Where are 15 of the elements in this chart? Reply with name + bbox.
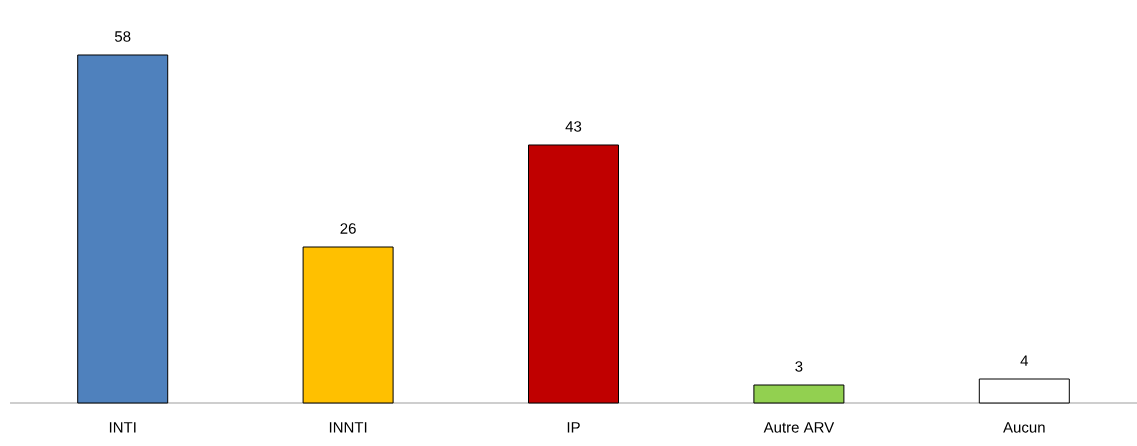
bar bbox=[528, 144, 619, 404]
data-label: 26 bbox=[340, 223, 356, 234]
x-tick-label: IP bbox=[567, 422, 580, 433]
data-label: 43 bbox=[565, 121, 582, 132]
x-tick-label: INNTI bbox=[329, 422, 367, 433]
bar bbox=[978, 378, 1070, 404]
bar bbox=[77, 54, 169, 404]
bar bbox=[302, 246, 394, 404]
data-label: 3 bbox=[795, 361, 803, 372]
x-tick-label: Autre ARV bbox=[763, 422, 835, 433]
x-tick-label: Aucun bbox=[1003, 422, 1045, 433]
bar bbox=[753, 384, 845, 404]
data-label: 4 bbox=[1020, 355, 1029, 366]
data-label: 58 bbox=[114, 31, 131, 42]
x-tick-label: INTI bbox=[109, 422, 136, 433]
